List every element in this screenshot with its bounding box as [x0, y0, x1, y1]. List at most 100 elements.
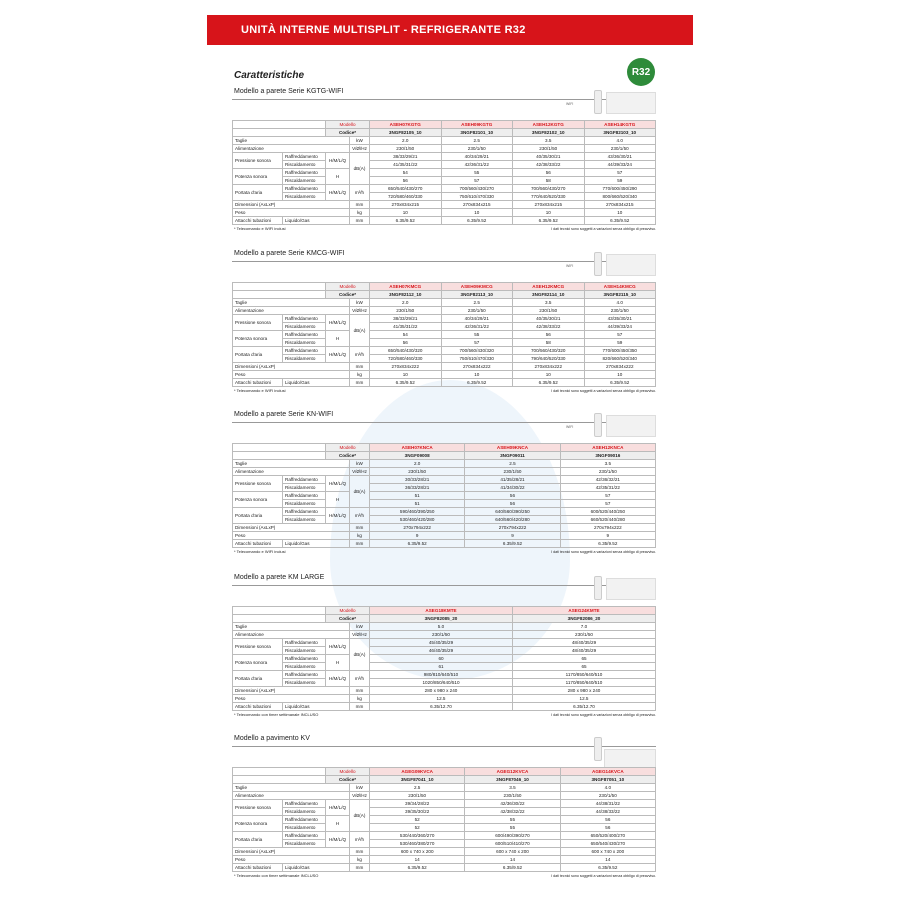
value-cell: 600/520/440/250	[559, 507, 657, 516]
sub-label: Raffreddamento	[282, 831, 326, 840]
unit: kg	[349, 208, 370, 217]
value-cell: 230/1/50	[369, 306, 442, 315]
unit: mm	[349, 847, 370, 856]
remote-image	[594, 252, 602, 276]
unit: V/Ø/Hz	[349, 467, 370, 476]
value-cell: 56	[464, 491, 561, 500]
remote-image	[594, 576, 602, 600]
remote-image	[594, 737, 602, 761]
table-row: Riscaldamento 46/40/35/29 48/40/35/29	[233, 646, 656, 655]
value-cell: 4.0	[559, 783, 657, 792]
table-row: Taglie kW 2.0 2.5 3.5	[232, 459, 657, 468]
value-cell: 530/440/360/270	[368, 831, 466, 840]
value-cell: 600/510/410/270	[464, 839, 561, 848]
sub-label: Raffreddamento	[282, 314, 326, 323]
sub-label: Riscaldamento	[282, 807, 326, 816]
value-cell: ASEH07KMCG	[369, 282, 442, 291]
mode: H/M/L/Q	[325, 507, 350, 524]
row-label: Alimentazione	[232, 791, 350, 800]
value-cell: 6.35/9.52	[464, 539, 561, 548]
value-cell: 270x834x215	[369, 200, 442, 209]
value-cell: 44/38/31/22	[559, 799, 657, 808]
unit: mm	[349, 523, 370, 532]
value-cell: 590/460/390/250	[368, 507, 466, 516]
value-cell: 56	[369, 338, 442, 347]
value-cell: 3NGF09011	[464, 451, 561, 460]
sub-label: Liquido/Gas	[282, 216, 350, 225]
value-cell: 600 x 740 x 200	[464, 847, 561, 856]
value-cell: 660/520/440/280	[559, 515, 657, 524]
table-row: Riscaldamento 51 56 57	[233, 499, 657, 508]
code-label: Codice*	[325, 128, 370, 137]
table-row: Riscaldamento 56 57 58 59	[233, 338, 656, 347]
value-cell: 790/640/520/330	[512, 354, 585, 363]
section-title: Modello a parete Serie KMCG-WIFI	[234, 250, 345, 257]
wifi-label: WIFI	[566, 264, 574, 268]
sub-label: Riscaldamento	[282, 483, 326, 492]
value-cell: 720/580/460/330	[369, 354, 442, 363]
sub-label: Raffreddamento	[282, 152, 326, 161]
row-label: Portata d'aria	[232, 670, 283, 687]
value-cell: 3.5	[464, 783, 561, 792]
value-cell: 750/610/470/330	[440, 192, 513, 201]
table-row: Alimentazione V/Ø/Hz 230/1/50 230/1/50	[232, 630, 656, 639]
value-cell: 700/560/430/320	[512, 346, 585, 355]
mode: H/M/L/Q	[325, 314, 350, 331]
value-cell: 42/38/33/22	[512, 160, 585, 169]
spec-table: Modello AGEG09KVCA AGEG12KVCA AGEG14KVCA Cod…	[232, 767, 657, 872]
value-cell: 230/1/50	[559, 467, 657, 476]
value-cell: 42/38/32/22	[464, 807, 561, 816]
table-row: Codice* 3NGF09008 3NGF09011 3NGF09016	[232, 451, 657, 460]
code-label: Codice*	[325, 451, 370, 460]
value-cell: 52	[368, 815, 466, 824]
table-row: Dimensioni (AxLxP) mm 600 x 740 x 200 600 x…	[232, 847, 657, 856]
table-row: Dimensioni (AxLxP) mm 270x834x215 270x834x2…	[232, 200, 656, 209]
value-cell: 56	[559, 815, 657, 824]
table-row: Modello ASEH07KMCG ASEH09KMCG ASEH12KMCG ASE…	[232, 282, 656, 291]
value-cell: 52	[368, 823, 466, 832]
value-cell: 230/1/50	[369, 630, 513, 639]
table-row: Peso kg 9 9 9	[232, 531, 657, 540]
value-cell: 7.0	[512, 622, 656, 631]
sub-label: Liquido/Gas	[282, 378, 350, 387]
spec-table: Modello ASEH07KGTG ASEH09KGTG ASEH12KGTG ASE…	[232, 120, 656, 225]
value-cell: 2.5	[440, 298, 513, 307]
sub-label: Raffreddamento	[282, 330, 326, 339]
table-row: Attacchi tubazioni Liquido/Gas mm 6.35/9.52…	[232, 378, 656, 387]
value-cell: 57	[440, 176, 513, 185]
blank-cell	[232, 614, 326, 623]
row-label: Taglie	[232, 136, 350, 145]
sub-label: Raffreddamento	[282, 184, 326, 193]
spec-table: Modello ASEG18KMTE ASEG24KMTE Codice* 3NGF82…	[232, 606, 656, 711]
sub-label: Riscaldamento	[282, 646, 326, 655]
table-row: Portata d'aria Raffreddamento H/M/L/Q m³/h 6…	[232, 184, 656, 201]
unit: kW	[349, 783, 370, 792]
value-cell: 41/34/30/22	[464, 483, 561, 492]
value-cell: ASEH07KGTG	[369, 120, 442, 129]
value-cell: AGEG12KVCA	[464, 767, 561, 776]
value-cell: 42/36/31/22	[440, 322, 513, 331]
row-label: Dimensioni (AxLxP)	[232, 847, 350, 856]
sub-label: Riscaldamento	[282, 515, 326, 524]
unit: mm	[349, 216, 370, 225]
table-row: Potenza sonora Raffreddamento H 54 55 56 57	[232, 330, 656, 347]
value-cell: 3NGF82101_10	[440, 128, 513, 137]
value-cell: 3NGF09008	[368, 451, 466, 460]
mode: H/M/L/Q	[325, 475, 350, 492]
mode: H/M/L/Q	[325, 670, 350, 687]
table-row: Riscaldamento 720/580/460/330 750/610/470/…	[233, 192, 656, 201]
value-cell: 3NGF82113_10	[440, 290, 513, 299]
unit: kg	[349, 694, 370, 703]
unit: dB(A)	[349, 475, 370, 508]
sub-label: Liquido/Gas	[282, 702, 350, 711]
row-label: Peso	[232, 208, 350, 217]
product-image	[606, 254, 656, 276]
disclaimer: I dati tecnici sono soggetti a variazion…	[551, 713, 656, 717]
value-cell: 2.0	[368, 459, 466, 468]
value-cell: 770/600/450/350	[583, 346, 656, 355]
value-cell: 10	[440, 208, 513, 217]
unit: mm	[349, 362, 370, 371]
value-cell: 48/40/35/29	[512, 646, 656, 655]
value-cell: 270x834x215	[583, 200, 656, 209]
value-cell: 12.5	[512, 694, 656, 703]
